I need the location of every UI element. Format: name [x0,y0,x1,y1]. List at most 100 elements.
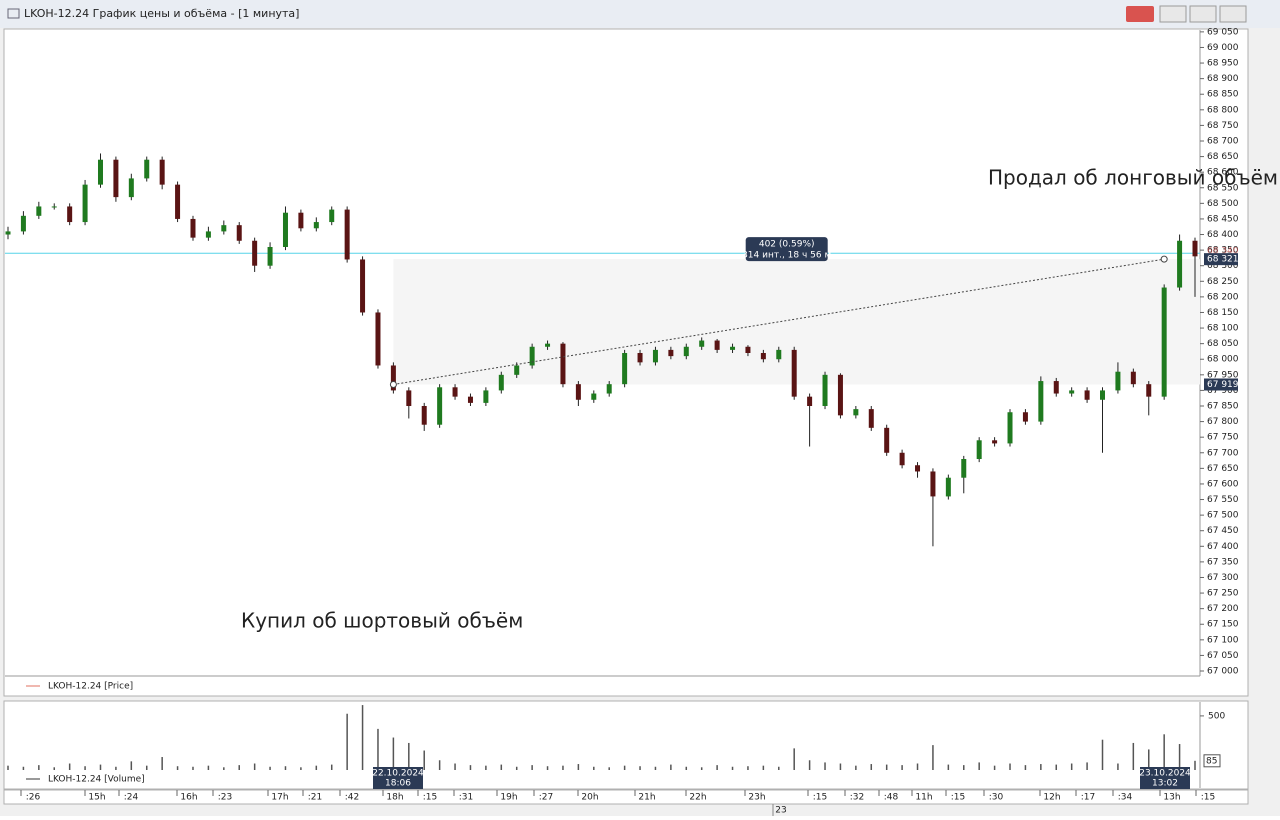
volume-bar [145,765,148,770]
time-label: :15 [813,793,827,803]
candle-body [1007,412,1013,444]
close-button[interactable] [1219,5,1247,23]
cursor-time: 13:02 [1152,779,1178,789]
time-label: 23h [748,793,765,803]
y-tick-label: 67 550 [1207,495,1239,505]
y-tick-label: 68 600 [1207,168,1239,178]
volume-bar [438,760,441,770]
candle-body [545,343,551,347]
y-tick-label: 68 250 [1207,277,1239,287]
cursor-date: 23.10.2024 [1139,769,1191,779]
price-line-label: 68 340 [1207,247,1239,257]
time-label: :17 [1081,793,1095,803]
day-label: 23 [775,806,786,816]
candle-body [20,215,26,232]
candle-body [329,209,335,223]
volume-bar [315,765,318,770]
volume-bar [1132,742,1135,770]
candle-body [745,346,751,353]
time-label: 12h [1043,793,1060,803]
time-label: :23 [218,793,232,803]
y-tick-label: 68 400 [1207,230,1239,240]
volume-bar [253,763,256,770]
volume-bar [762,765,765,770]
time-label: 21h [638,793,655,803]
candle-body [730,346,736,350]
candle-body [344,209,350,260]
volume-bar [623,765,626,770]
candle-body [822,374,828,407]
candle-body [868,409,874,428]
y-tick-label: 67 400 [1207,542,1239,552]
volume-bar [978,762,980,770]
candle-body [853,409,859,416]
time-label: 18h [386,793,403,803]
candle-body [375,312,381,366]
volume-bar [454,763,456,770]
candle-body [144,159,150,179]
candle-body [945,477,951,497]
measure-point [1160,255,1168,263]
y-tick-label: 67 800 [1207,417,1239,427]
y-tick-label: 67 450 [1207,526,1239,536]
volume-bar [855,765,857,770]
volume-bar [500,764,503,770]
candle-body [884,427,890,453]
volume-bar [685,766,688,770]
volume-bar [670,764,672,770]
candle-body [837,374,843,416]
volume-bar [1040,764,1042,770]
volume-bar [1086,762,1088,770]
time-label: 13h [1163,793,1180,803]
time-label: :15 [951,793,965,803]
candle-body [1161,287,1167,397]
pin-button[interactable] [1126,6,1154,22]
volume-bar [269,766,271,770]
volume-bar [84,766,86,770]
candle-body [67,206,73,223]
candle-body [313,222,319,229]
volume-bar [38,765,40,770]
candle-body [591,393,597,400]
last-volume-label: 85 [1206,756,1217,766]
y-tick-label: 68 500 [1207,199,1239,209]
y-tick-label: 68 000 [1207,355,1239,365]
candle-body [652,349,658,363]
window-icon [7,8,20,19]
volume-bar [485,765,487,770]
volume-bar [577,764,580,770]
candle-body [175,184,181,219]
y-tick-label: 67 000 [1207,667,1239,677]
candle-body [421,406,427,425]
y-tick-label: 67 950 [1207,370,1239,380]
candle-body [452,387,458,397]
volume-bar [546,766,549,770]
y-tick-label: 68 950 [1207,59,1239,69]
maximize-button[interactable] [1189,5,1217,23]
candle-body [97,159,103,185]
legend-label: LKOH-12.24 [Volume] [48,775,145,785]
y-tick-label: 67 900 [1207,386,1239,396]
volume-bar [901,765,903,770]
candle-body [992,440,998,444]
price-marker-label: 68 321 [1207,255,1239,265]
volume-bar [593,766,595,770]
volume-bar [1148,749,1150,770]
volume-bar [963,765,965,770]
time-label: :26 [26,793,41,803]
volume-bar [562,765,564,770]
time-label: 19h [500,793,517,803]
volume-bar [885,764,888,770]
candle-body [606,384,612,394]
annotation: Купил об шортовый объём [241,609,523,633]
candle-body [498,374,504,391]
y-tick-label: 68 550 [1207,183,1239,193]
y-tick-label: 68 450 [1207,214,1239,224]
candle-body [267,246,273,266]
minimize-button[interactable] [1159,5,1187,23]
y-tick-label: 68 050 [1207,339,1239,349]
volume-bar [130,761,133,770]
legend-label: LKOH-12.24 [Price] [48,682,133,692]
y-tick-label: 68 700 [1207,136,1239,146]
volume-bar [747,766,749,770]
